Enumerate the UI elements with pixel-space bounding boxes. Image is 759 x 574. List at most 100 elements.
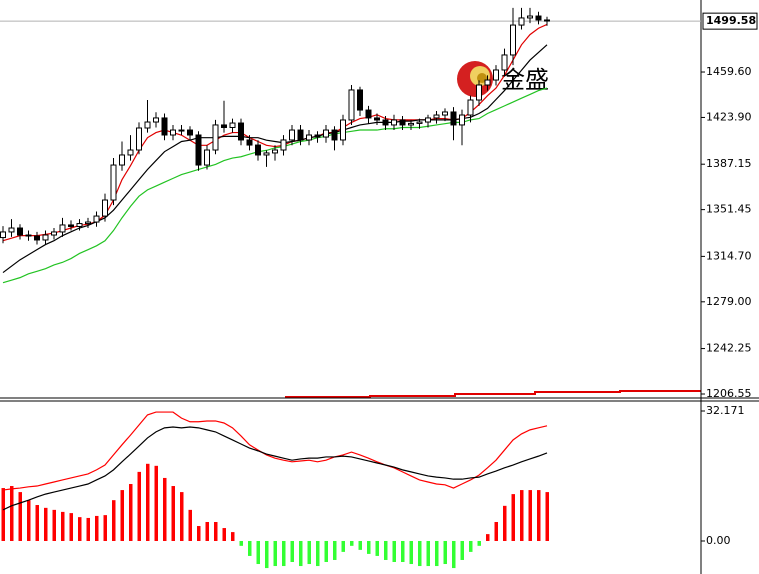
histogram-bar [358,540,362,550]
histogram-bar [35,505,39,541]
histogram-bar [86,517,90,541]
candle-body [85,221,91,225]
histogram-bar [282,540,286,567]
histogram-bar [290,540,294,562]
histogram-bar [18,492,22,541]
candle-body [255,144,261,156]
histogram-bar [171,486,175,541]
histogram-bar [545,492,549,541]
histogram-bar [375,540,379,556]
histogram-bar [154,465,158,541]
histogram-bar [163,477,167,541]
histogram-bar [341,540,345,552]
candle-body [510,24,516,56]
candle-body [8,227,15,233]
candle-body [93,215,100,223]
candle-body [297,129,304,141]
candle-body [153,117,159,123]
histogram-bar [248,540,252,556]
current-price-box [702,12,758,30]
candle-body [221,124,227,128]
y-tick-label: 1423.90 [706,110,752,123]
histogram-bar [520,490,524,541]
candle-body [127,149,134,156]
histogram-bar [256,540,260,565]
candle-body [467,99,474,116]
histogram-bar [307,540,311,565]
y-tick-label: 1459.60 [706,65,752,78]
candle-body [76,223,83,227]
histogram-bar [27,500,31,541]
histogram-bar [460,540,464,560]
candle-body [25,234,32,237]
histogram-bar [452,540,456,569]
candle-body [535,15,542,21]
y-tick-label: 1314.70 [706,249,752,262]
histogram-bar [418,540,422,567]
candle-body [51,231,57,236]
candle-body [544,19,550,22]
candle-body [110,164,117,201]
histogram-bar [129,484,133,541]
candle-body [246,139,253,146]
candle-body [425,117,431,123]
candle-body [170,129,176,136]
candle-body [357,89,363,111]
histogram-bar [316,540,320,567]
histogram-bar [426,540,430,567]
histogram-bar [1,488,5,541]
histogram-bar [103,515,107,541]
histogram-bar [273,540,277,567]
candle-body [340,119,346,141]
candle-body [280,139,287,151]
histogram-bar [197,526,201,541]
histogram-bar [443,540,447,565]
candle-body [450,111,457,126]
candle-body [272,149,278,154]
histogram-bar [188,509,192,541]
candle-body [374,117,380,121]
candle-body [178,129,185,132]
candle-body [348,89,355,121]
candle-body [195,134,202,166]
candle-body [0,231,6,239]
histogram-bar [239,540,243,546]
histogram-bar [324,540,328,562]
candle-body [289,129,295,141]
histogram-bar [180,492,184,541]
y-tick-label: 1387.15 [706,157,752,170]
histogram-bar [350,540,354,546]
current-price-label: 1499.58 [706,14,756,27]
histogram-bar [409,540,413,565]
y-tick-label: 1242.25 [706,342,752,355]
histogram-bar [44,507,48,541]
y-tick-label: 1206.55 [706,387,752,400]
y-tick-label: 1351.45 [706,203,752,216]
candle-body [306,134,312,141]
line-series [2,411,548,491]
line-series [2,426,548,511]
histogram-bar [112,500,116,541]
candle-body [331,129,338,141]
candle-body [161,117,168,136]
histogram-bar [120,490,124,541]
histogram-bar [503,505,507,541]
histogram-bar [205,521,209,541]
candle-body [144,121,151,129]
candle-body [459,114,465,126]
histogram-bar [78,517,82,541]
histogram-bar [392,540,396,562]
candle-body [527,15,533,19]
candle-body [518,17,525,26]
candle-body [119,154,125,166]
histogram-bar [265,540,269,569]
histogram-bar [10,486,14,541]
candle-body [442,111,448,116]
histogram-bar [137,471,141,541]
histogram-bar [146,463,150,541]
histogram-bar [494,521,498,541]
candle-body [476,84,482,101]
candle-body [59,224,66,233]
candle-body [391,119,397,126]
